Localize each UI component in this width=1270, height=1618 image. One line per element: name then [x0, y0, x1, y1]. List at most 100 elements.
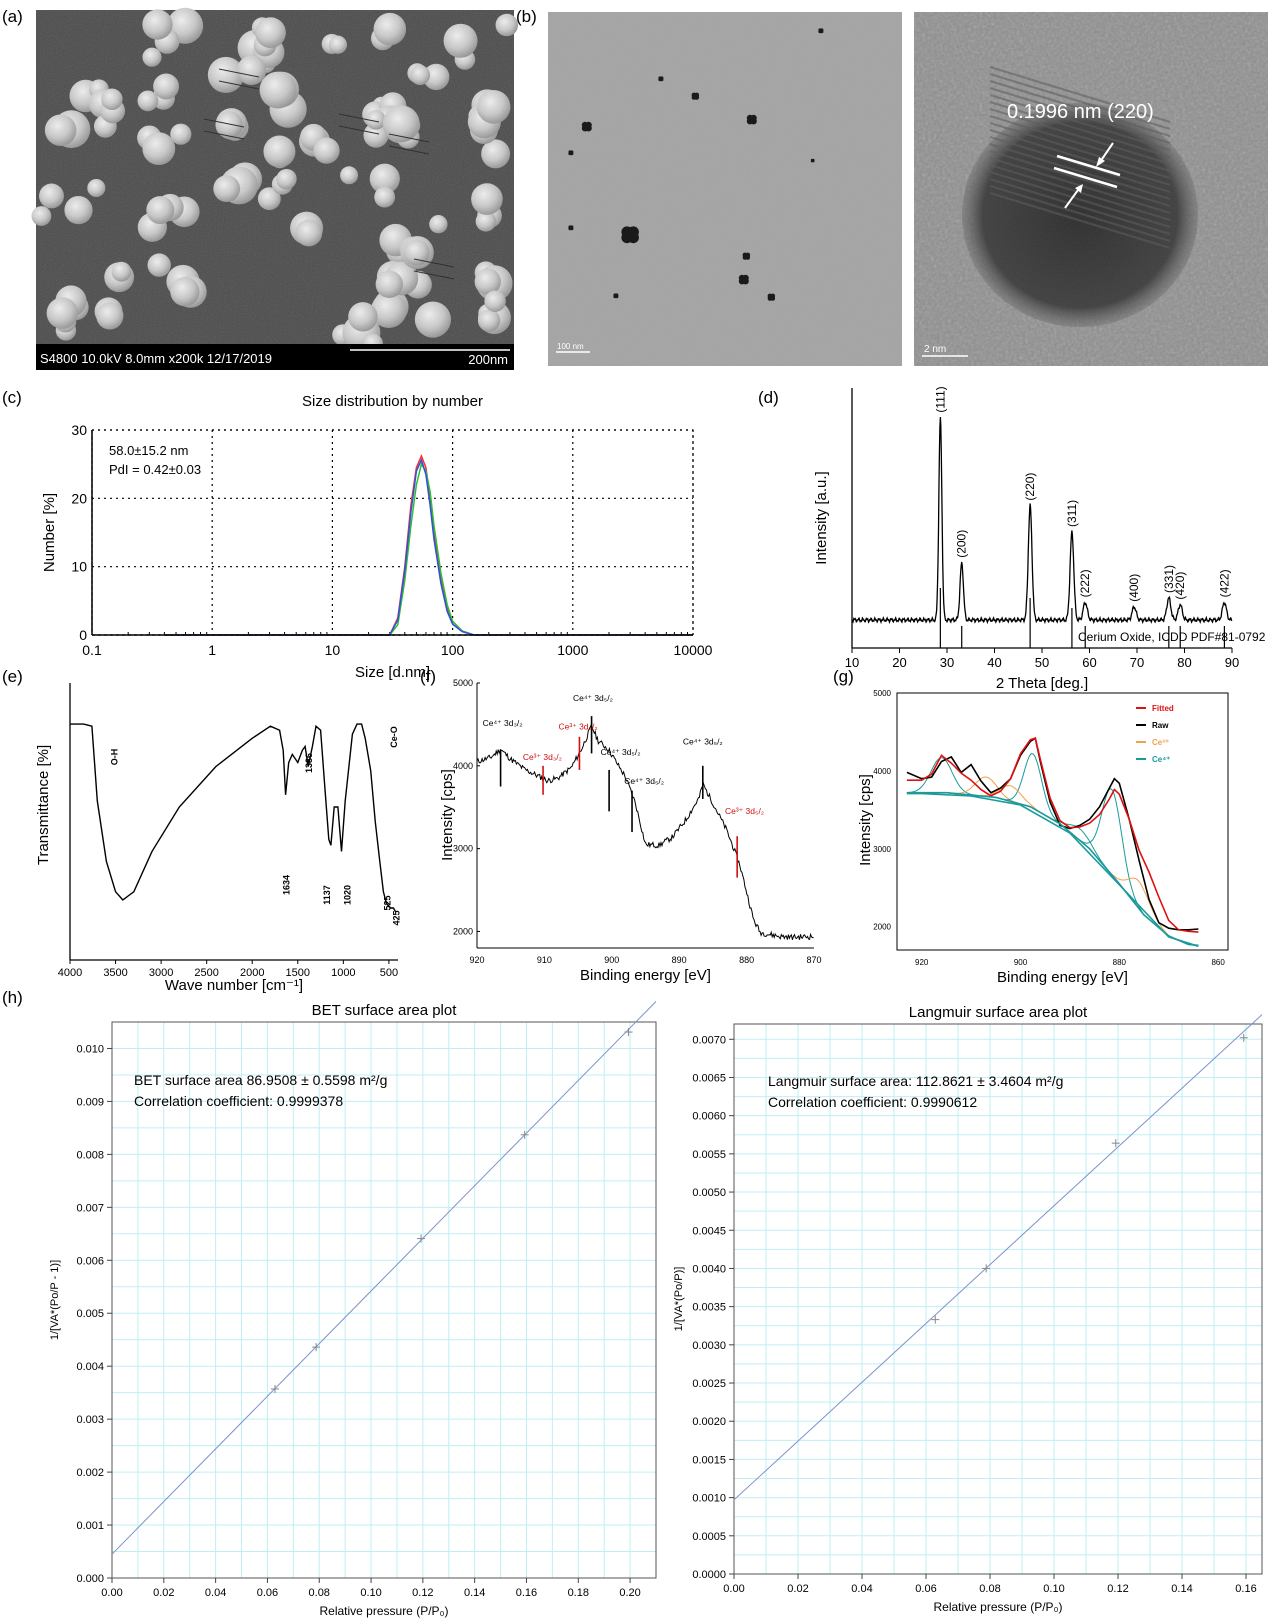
dls-y-label: Number [%] [41, 493, 58, 572]
panel-label-f: (f) [420, 667, 436, 686]
dls-x-tick-label: 0.1 [82, 642, 102, 658]
langmuir-x-tick-label: 0.08 [979, 1583, 1000, 1595]
ftir-chart: 4000 3500 3000 2500 2000 1500 1000 500 O-H 1634 13… [35, 683, 402, 994]
xps-fit-y-tick-label: 2000 [873, 923, 891, 932]
bet-x-tick-label: 0.00 [101, 1587, 122, 1599]
langmuir-y-tick-label: 0.0065 [692, 1072, 726, 1084]
bet-y-tick-label: 0.006 [76, 1255, 104, 1267]
xps-peak-label: Ce³⁺ 3d₃/₂ [523, 752, 562, 762]
xrd-peak-label: (111) [933, 386, 947, 412]
langmuir-title: Langmuir surface area plot [909, 1004, 1088, 1021]
ftir-peak-label: 1386 [304, 753, 314, 773]
ftir-peak-label: 1634 [282, 875, 292, 895]
dls-annotation: 58.0±15.2 nm [109, 443, 188, 458]
ftir-x-tick-label: 1500 [286, 967, 310, 979]
dls-x-tick-label: 10000 [674, 642, 713, 658]
xps-peak-label: Ce⁴⁺ 3d₃/₂ [483, 718, 523, 728]
bet-x-tick-label: 0.04 [205, 1587, 226, 1599]
bet-y-tick-label: 0.009 [76, 1096, 104, 1108]
tem-particle [660, 78, 664, 82]
xps-fit-component-line [906, 757, 1198, 946]
tem-scale-text: 100 nm [557, 342, 584, 351]
langmuir-y-tick-label: 0.0030 [692, 1340, 726, 1352]
bet-x-tick-label: 0.14 [464, 1587, 485, 1599]
dls-frame [91, 429, 694, 636]
langmuir-x-tick-label: 0.02 [787, 1583, 808, 1595]
dls-x-tick-label: 1 [208, 642, 216, 658]
ftir-spectrum-line [70, 723, 397, 913]
tem-particle [694, 95, 700, 100]
bet-y-tick-label: 0.007 [76, 1202, 104, 1214]
panel-label-a: (a) [2, 7, 23, 26]
bet-chart: 0.00 0.02 0.04 0.06 0.08 0.10 0.12 0.14 0.16 0.18… [49, 1001, 657, 1618]
hrtem-micrograph: 0.1996 nm (220) 2 nm [914, 12, 1268, 366]
xps-fit-y-tick-label: 4000 [873, 767, 891, 776]
langmuir-y-tick-label: 0.0025 [692, 1378, 726, 1390]
langmuir-chart: 0.00 0.02 0.04 0.06 0.08 0.10 0.12 0.14 0.16 0.00… [673, 1004, 1263, 1614]
bet-x-tick-label: 0.12 [412, 1587, 433, 1599]
ftir-x-tick-label: 3500 [103, 967, 127, 979]
dls-x-tick-label: 1000 [557, 642, 588, 658]
xps-x-tick-label: 910 [537, 955, 552, 965]
xps-peak-label: Ce⁴⁺ 3d₅/₂ [683, 736, 723, 746]
xrd-x-label: 2 Theta [deg.] [996, 675, 1088, 692]
xps-y-tick-label: 5000 [453, 678, 473, 688]
tem-particle [820, 30, 824, 34]
ftir-x-label: Wave number [cm⁻¹] [165, 977, 303, 994]
hrtem-label: 0.1996 nm (220) [1007, 101, 1154, 123]
bet-annotation: BET surface area 86.9508 ± 0.5598 m²/g [134, 1072, 387, 1088]
xps-y-tick-label: 3000 [453, 844, 473, 854]
xps-x-tick-label: 880 [739, 955, 754, 965]
bet-y-tick-label: 0.002 [76, 1467, 104, 1479]
xrd-x-tick-label: 40 [987, 655, 1001, 670]
dls-series-line [164, 458, 693, 636]
tem-particle [742, 278, 749, 285]
langmuir-y-tick-label: 0.0055 [692, 1149, 726, 1161]
tem-particle [570, 152, 574, 156]
dls-y-tick-label: 20 [71, 490, 87, 506]
xrd-x-tick-label: 20 [892, 655, 906, 670]
xps-fit-y-label: Intensity [cps] [857, 774, 874, 866]
xps-fit-x-label: Binding energy [eV] [997, 969, 1128, 986]
xps-peak-label: Ce³⁺ 3d₃/₂ [559, 721, 598, 731]
xrd-peak-label: (331) [1162, 565, 1176, 593]
xps-fit-series-line [906, 737, 1199, 933]
bet-y-tick-label: 0.010 [76, 1043, 104, 1055]
langmuir-x-tick-label: 0.00 [723, 1583, 744, 1595]
panel-label-b: (b) [516, 7, 537, 26]
dls-y-tick-label: 30 [71, 422, 87, 438]
tem-particle [585, 125, 592, 132]
ftir-peak-label: Ce-O [389, 726, 399, 748]
langmuir-y-label: 1/[VA*(Po/P)] [673, 1267, 685, 1332]
xrd-peak-label: (420) [1173, 572, 1187, 600]
langmuir-frame [733, 1023, 1263, 1575]
xps-spectrum-line [476, 723, 814, 941]
ftir-peak-label: 425 [392, 910, 402, 925]
xrd-x-tick-label: 10 [845, 655, 859, 670]
xps-x-tick-label: 890 [672, 955, 687, 965]
xps-fit-component-line [906, 752, 1198, 946]
xps-fit-legend-entry: Raw [1152, 721, 1169, 730]
xps-x-tick-label: 870 [806, 955, 821, 965]
bet-x-tick-label: 0.16 [516, 1587, 537, 1599]
xps-fit-series-line [906, 736, 1199, 931]
ftir-x-tick-label: 3000 [149, 967, 173, 979]
langmuir-y-tick-label: 0.0060 [692, 1111, 726, 1123]
langmuir-y-tick-label: 0.0045 [692, 1225, 726, 1237]
dls-title: Size distribution by number [302, 393, 483, 410]
xps-fit-y-tick-label: 3000 [873, 845, 891, 854]
ftir-peak-label: O-H [110, 749, 120, 766]
dls-annotation: PdI = 0.42±0.03 [109, 462, 201, 477]
bet-x-tick-label: 0.08 [309, 1587, 330, 1599]
sem-scale-text: 200nm [468, 352, 508, 367]
langmuir-y-tick-label: 0.0000 [692, 1569, 726, 1581]
tem-particle [570, 227, 574, 231]
tem-particle [615, 295, 619, 299]
bet-fit-line [111, 1001, 657, 1555]
xps-peak-label: Ce⁴⁺ 3d₅/₂ [624, 776, 664, 786]
xps-peak-label: Ce⁴⁺ 3d₅/₂ [601, 747, 641, 757]
tem-micrograph: 100 nm [548, 12, 902, 366]
xps-x-tick-label: 900 [604, 955, 619, 965]
xrd-x-tick-label: 50 [1035, 655, 1049, 670]
bet-y-tick-label: 0.008 [76, 1149, 104, 1161]
